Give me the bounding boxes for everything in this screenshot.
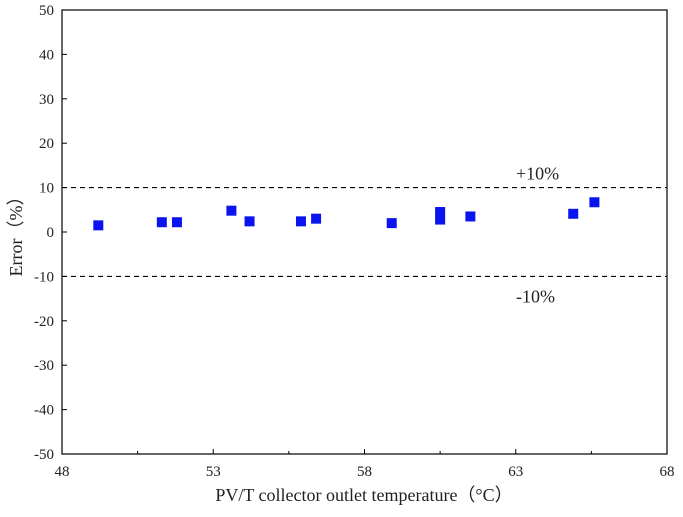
y-tick-label: -50	[34, 447, 54, 463]
data-point	[465, 211, 476, 222]
y-tick-label: -10	[34, 269, 54, 285]
y-tick-label: -40	[34, 403, 54, 419]
x-tick-label: 48	[55, 464, 70, 480]
y-axis-ticks: -50 -40 -30 -20 -10 0 10 20 30 40 50	[34, 3, 67, 463]
y-tick-label: -30	[34, 358, 54, 374]
data-point	[295, 216, 306, 227]
plot-frame	[61, 9, 668, 455]
reference-lines	[62, 187, 667, 277]
x-tick-label: 63	[508, 464, 523, 480]
y-tick-label: -20	[34, 314, 54, 330]
data-point	[171, 217, 182, 228]
y-tick-label: 30	[39, 92, 54, 108]
data-point	[435, 207, 446, 218]
data-point	[386, 218, 397, 229]
data-point	[156, 217, 167, 228]
x-tick-label: 68	[660, 464, 675, 480]
y-tick-label: 50	[39, 3, 54, 19]
x-tick-label: 53	[206, 464, 221, 480]
reference-labels: +10% -10%	[516, 164, 559, 307]
x-axis-title: PV/T collector outlet temperature（°C）	[215, 485, 512, 505]
x-axis-ticks: 48 53 58 63 68	[55, 449, 675, 480]
y-tick-label: 40	[39, 47, 54, 63]
data-point	[244, 216, 255, 227]
data-point	[311, 213, 322, 224]
y-tick-label: 10	[39, 181, 54, 197]
data-points	[93, 197, 600, 231]
data-point	[93, 220, 104, 231]
data-point	[435, 214, 446, 225]
y-axis-title: Error（%）	[6, 188, 26, 277]
reference-label: +10%	[516, 164, 559, 184]
data-point	[589, 197, 600, 208]
x-tick-label: 58	[357, 464, 372, 480]
y-tick-label: 0	[47, 225, 55, 241]
data-point	[568, 208, 579, 219]
y-tick-label: 20	[39, 136, 54, 152]
reference-label: -10%	[516, 286, 555, 306]
data-point	[226, 205, 237, 216]
